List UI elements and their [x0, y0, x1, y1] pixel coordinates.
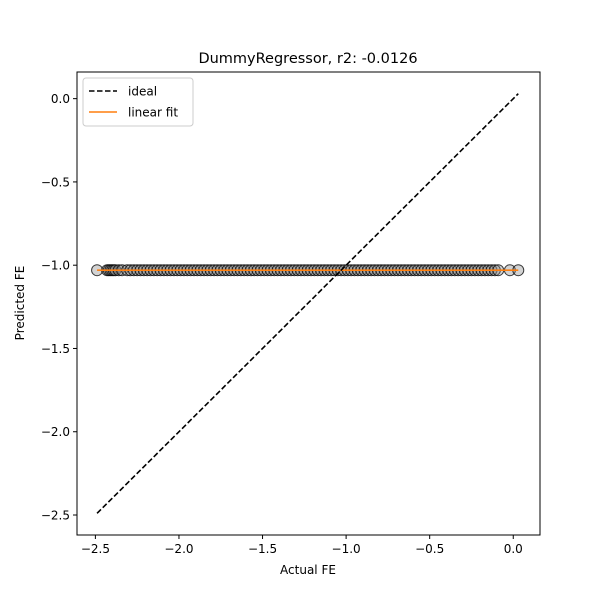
x-axis-label: Actual FE: [280, 563, 336, 577]
x-tick-label: −2.0: [164, 542, 193, 556]
x-tick-label: −1.5: [248, 542, 277, 556]
legend: ideal linear fit: [82, 77, 194, 127]
y-tick-label: 0.0: [51, 92, 70, 106]
chart-title: DummyRegressor, r2: -0.0126: [198, 51, 417, 67]
legend-box: [82, 77, 194, 127]
axes-frame: [76, 71, 541, 536]
x-tick-label: −2.5: [81, 542, 110, 556]
legend-ideal-label: ideal: [128, 85, 157, 99]
x-axis-ticks: −2.5 −2.0 −1.5 −1.0 −0.5 0.0: [81, 535, 523, 556]
x-tick-label: 0.0: [504, 542, 523, 556]
y-tick-label: −2.0: [41, 425, 70, 439]
x-tick-label: −1.0: [332, 542, 361, 556]
x-tick-label: −0.5: [415, 542, 444, 556]
legend-fit-label: linear fit: [128, 106, 178, 120]
y-axis-ticks: 0.0 −0.5 −1.0 −1.5 −2.0 −2.5: [41, 92, 77, 523]
y-tick-label: −0.5: [41, 175, 70, 189]
plot-area: [91, 93, 525, 514]
y-tick-label: −1.0: [41, 259, 70, 273]
y-axis-label: Predicted FE: [13, 266, 27, 341]
y-tick-label: −2.5: [41, 509, 70, 523]
ideal-line: [96, 93, 519, 514]
y-tick-label: −1.5: [41, 342, 70, 356]
